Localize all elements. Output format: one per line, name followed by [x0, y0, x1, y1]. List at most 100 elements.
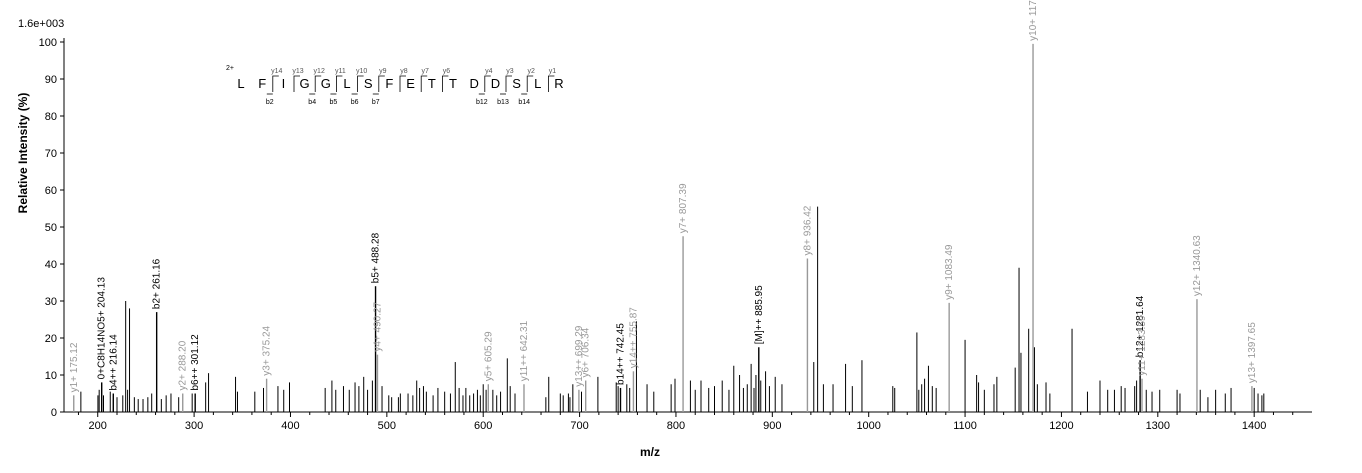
peak-label: y14++ 755.87: [628, 307, 639, 369]
y-axis-title: Relative Intensity (%): [16, 93, 30, 214]
y-tick-label: 10: [45, 370, 57, 382]
peak-label: y11++ 642.31: [519, 320, 530, 381]
peak-label: y13++ 699.29: [574, 325, 585, 387]
peak-label: y5+ 605.29: [483, 331, 494, 381]
peak-label: b6++ 301.12: [190, 334, 201, 391]
y-ion-label: y9: [379, 68, 387, 75]
sequence-residue: T: [428, 76, 436, 91]
y-ion-label: y7: [421, 68, 429, 75]
y-ion-bracket: [505, 75, 512, 92]
peak-label: b2+ 261.16: [152, 258, 163, 309]
sequence-residue: S: [512, 76, 521, 91]
b-ion-label: b14: [518, 99, 530, 106]
y-ion-bracket: [314, 75, 322, 92]
sequence-residue: I: [282, 76, 286, 91]
y-tick-label: 90: [45, 74, 57, 86]
y-ion-label: y14: [271, 68, 282, 75]
sequence-residue: G: [321, 76, 331, 91]
y-ion-bracket: [336, 75, 343, 92]
y-ion-bracket: [420, 75, 428, 92]
x-tick-label: 300: [185, 420, 203, 432]
y-ion-label: y12: [314, 68, 325, 75]
x-axis-title: m/z: [640, 445, 660, 459]
b-ion-label: b6: [351, 99, 359, 106]
peak-label: y4+ 490.27: [372, 301, 383, 351]
b-ion-label: b2: [266, 99, 274, 106]
y-ion-bracket: [378, 75, 385, 92]
y-tick-label: 0: [51, 407, 57, 419]
peak-label: [M]++ 885.95: [754, 285, 765, 344]
peak-label: y10+ 1170.53: [1028, 0, 1039, 41]
b-ion-label: b12: [476, 99, 488, 106]
x-tick-label: 400: [281, 420, 299, 432]
x-tick-label: 500: [378, 420, 396, 432]
y-tick-label: 80: [45, 111, 57, 123]
x-tick-label: 700: [570, 420, 588, 432]
y-ion-label: y11: [335, 68, 346, 75]
y-ion-label: y1: [549, 68, 557, 75]
y-tick-label: 70: [45, 148, 57, 160]
peak-label: b5+ 488.28: [371, 232, 382, 283]
y-tick-label: 60: [45, 185, 57, 197]
y-ion-bracket: [293, 75, 300, 92]
x-tick-label: 1300: [1146, 420, 1170, 432]
y-ion-bracket: [484, 75, 491, 92]
charge-state: 2+: [226, 65, 234, 72]
peak-label: b14++ 742.45: [615, 323, 626, 385]
y-ion-label: y8: [400, 68, 408, 75]
sequence-residue: D: [470, 76, 479, 91]
intensity-scale-label: 1.6e+003: [18, 18, 64, 30]
peak-label: y1+ 175.12: [69, 342, 80, 392]
sequence-residue: L: [343, 76, 350, 91]
y-tick-label: 100: [39, 37, 57, 49]
peak-label: y11+ 1283.59: [1137, 315, 1148, 376]
y-tick-label: 50: [45, 222, 57, 234]
sequence-residue: G: [300, 76, 310, 91]
peak-label: b12+ 1281.64: [1135, 295, 1146, 357]
b-ion-label: b5: [330, 99, 338, 106]
y-tick-label: 40: [45, 259, 57, 271]
x-tick-label: 600: [474, 420, 492, 432]
y-ion-bracket: [548, 75, 555, 92]
x-tick-label: 1200: [1049, 420, 1073, 432]
y-ion-label: y10: [356, 68, 367, 75]
x-tick-label: 200: [89, 420, 107, 432]
x-tick-label: 1000: [856, 420, 880, 432]
sequence-residue: T: [449, 76, 457, 91]
sequence-residue: R: [554, 76, 563, 91]
peak-labels: y1+ 175.12 0+C8H14NO5+ 204.13 b4++ 216.14 b…: [69, 0, 1258, 392]
peak-label: b4++ 216.14: [108, 334, 119, 391]
sequence-residue: D: [491, 76, 500, 91]
peak-label: y9+ 1083.49: [944, 244, 955, 300]
peak-label: 0+C8H14NO5+ 204.13: [97, 277, 108, 380]
y-ion-label: y2: [527, 68, 535, 75]
sequence-residue: L: [237, 76, 244, 91]
peak-label: y12+ 1340.63: [1192, 235, 1203, 296]
peak-label: y13+ 1397.65: [1247, 322, 1258, 383]
b-ion-label: b4: [308, 99, 316, 106]
sequence-residue: F: [385, 76, 393, 91]
peak-label: y7+ 807.39: [678, 183, 689, 233]
y-ion-bracket: [399, 75, 406, 92]
sequence-residue: S: [364, 76, 373, 91]
y-ion-label: y6: [443, 68, 451, 75]
y-tick-label: 30: [45, 296, 57, 308]
y-ion-label: y4: [485, 68, 493, 75]
y-ion-bracket: [526, 75, 534, 92]
y-ion-bracket: [272, 75, 279, 92]
axes: 0 10 20 30 40 50 60 70 80 90 100 200 300 400 500 600 700…: [39, 37, 1312, 432]
peak-label: y6+ 706.34: [581, 327, 592, 377]
x-tick-label: 1100: [953, 420, 977, 432]
sequence-residue: L: [534, 76, 541, 91]
y-ion-label: y3: [506, 68, 514, 75]
peak-series: [73, 43, 1265, 412]
x-tick-label: 800: [667, 420, 685, 432]
peak-label: y2+ 288.20: [178, 340, 189, 390]
y-ion-label: y13: [292, 68, 303, 75]
peak-label: y3+ 375.24: [262, 325, 273, 375]
b-ion-label: b13: [497, 99, 509, 106]
y-ion-bracket: [442, 75, 449, 92]
sequence-residue: F: [258, 76, 266, 91]
